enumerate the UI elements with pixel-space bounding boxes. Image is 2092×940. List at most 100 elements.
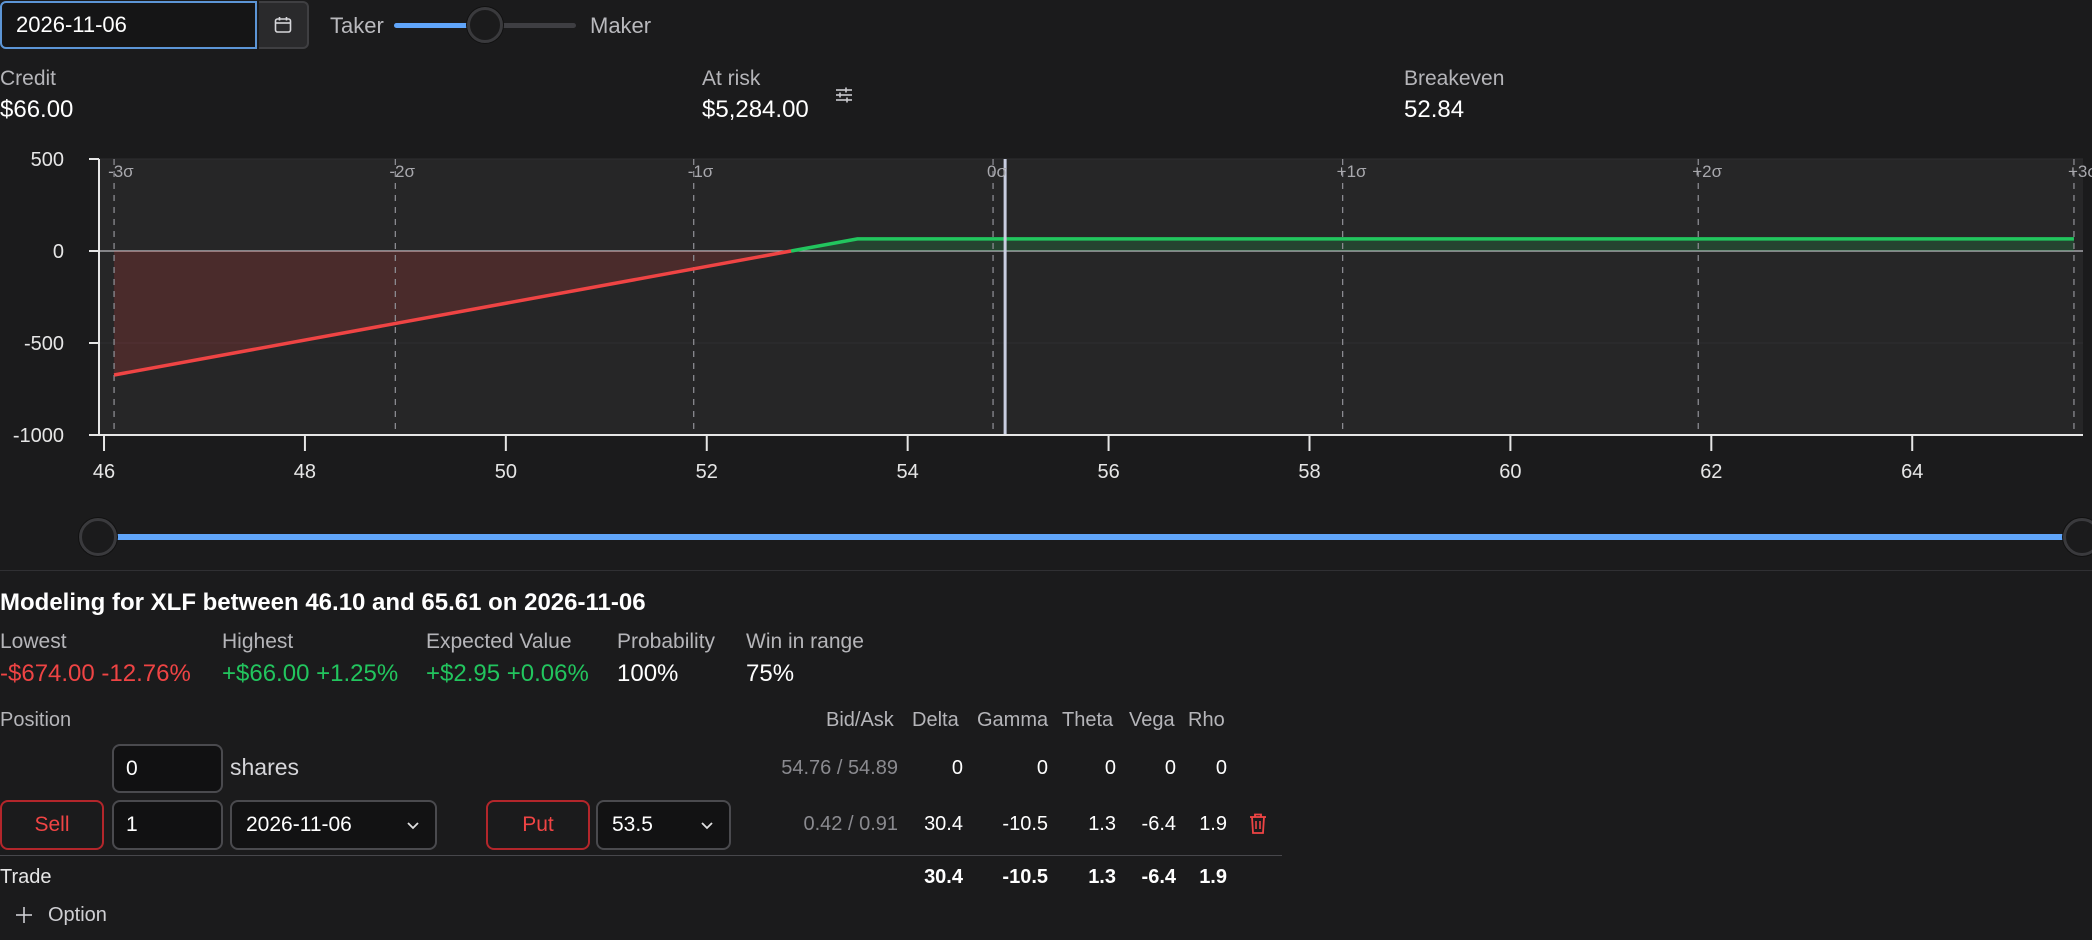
- lowest-label: Lowest: [0, 630, 67, 653]
- expected-value-label: Expected Value: [426, 630, 572, 653]
- expiration-date-input[interactable]: 2026-11-06: [0, 1, 257, 49]
- option-bid-ask: 0.42 / 0.91: [803, 813, 898, 835]
- expiry-dropdown[interactable]: 2026-11-06: [230, 800, 437, 850]
- rho-header: Rho: [1188, 709, 1225, 731]
- slider-handle[interactable]: [467, 7, 503, 43]
- sell-button[interactable]: Sell: [0, 800, 104, 850]
- put-call-button[interactable]: Put: [486, 800, 590, 850]
- price-range-slider[interactable]: [0, 508, 2092, 564]
- plus-icon: [16, 907, 32, 923]
- y-tick-label: -1000: [13, 425, 64, 447]
- shares-theta: 0: [1104, 757, 1116, 779]
- strike-value: 53.5: [612, 813, 653, 836]
- shares-delta: 0: [951, 757, 963, 779]
- y-tick-label: 0: [53, 241, 64, 263]
- sigma-label: -2σ: [389, 162, 415, 181]
- modeling-heading: Modeling for XLF between 46.10 and 65.61…: [0, 589, 646, 616]
- chevron-down-icon: [701, 822, 713, 830]
- loss-line: [113, 249, 792, 377]
- lowest-value: -$674.00 -12.76%: [0, 660, 191, 687]
- sigma-label: -3σ: [108, 162, 134, 181]
- trade-theta: 1.3: [1088, 866, 1116, 888]
- add-option-button[interactable]: Option: [14, 901, 107, 929]
- x-tick-label: 48: [294, 461, 316, 483]
- trade-delta: 30.4: [924, 866, 963, 888]
- vega-header: Vega: [1129, 709, 1175, 731]
- sigma-label: 0σ: [987, 162, 1007, 181]
- option-vega: -6.4: [1141, 813, 1176, 835]
- sigma-label: -1σ: [688, 162, 714, 181]
- breakeven-label: Breakeven: [1404, 67, 1505, 90]
- at-risk-label: At risk: [702, 67, 761, 90]
- win-in-range-value: 75%: [746, 660, 795, 687]
- bid-ask-header: Bid/Ask: [826, 709, 894, 731]
- trade-vega: -6.4: [1141, 866, 1176, 888]
- slider-fill: [394, 23, 485, 28]
- taker-maker-slider[interactable]: [394, 7, 576, 43]
- trash-icon: [1250, 813, 1266, 834]
- option-rho: 1.9: [1199, 813, 1227, 835]
- sliders-icon: [836, 87, 852, 103]
- gamma-header: Gamma: [977, 709, 1049, 731]
- shares-quantity-input[interactable]: 0: [112, 744, 223, 793]
- highest-label: Highest: [222, 630, 294, 653]
- delete-leg-button[interactable]: [1247, 812, 1269, 836]
- plot-area: [99, 159, 2083, 435]
- highest-value: +$66.00 +1.25%: [222, 660, 399, 687]
- x-tick-label: 52: [696, 461, 718, 483]
- option-delta: 30.4: [924, 813, 963, 835]
- table-divider: [0, 855, 1282, 856]
- shares-label: shares: [230, 754, 300, 780]
- delta-header: Delta: [912, 709, 959, 731]
- x-tick-label: 56: [1097, 461, 1119, 483]
- y-tick-label: -500: [24, 333, 64, 355]
- sigma-label: +2σ: [1692, 162, 1722, 181]
- trade-gamma: -10.5: [1002, 866, 1048, 888]
- calendar-button[interactable]: [259, 1, 309, 49]
- x-tick-label: 50: [495, 461, 517, 483]
- x-tick-label: 64: [1901, 461, 1923, 483]
- x-tick-label: 60: [1499, 461, 1521, 483]
- strike-dropdown[interactable]: 53.5: [596, 800, 731, 850]
- probability-label: Probability: [617, 630, 716, 653]
- option-quantity-input[interactable]: 1: [112, 800, 223, 850]
- theta-header: Theta: [1062, 709, 1114, 731]
- credit-label: Credit: [0, 67, 57, 90]
- x-tick-label: 62: [1700, 461, 1722, 483]
- sigma-label: +3σ: [2068, 162, 2092, 181]
- option-theta: 1.3: [1088, 813, 1116, 835]
- calendar-icon: [274, 17, 292, 33]
- trade-label: Trade: [0, 866, 52, 888]
- taker-label: Taker: [330, 13, 384, 38]
- section-divider: [0, 570, 2092, 571]
- x-tick-label: 58: [1298, 461, 1320, 483]
- win-in-range-label: Win in range: [746, 630, 864, 653]
- y-tick-label: 500: [31, 149, 64, 171]
- x-tick-label: 54: [897, 461, 919, 483]
- maker-label: Maker: [590, 13, 652, 38]
- trade-rho: 1.9: [1199, 866, 1227, 888]
- shares-rho: 0: [1215, 757, 1227, 779]
- expiry-value: 2026-11-06: [246, 813, 352, 836]
- sigma-label: +1σ: [1337, 162, 1367, 181]
- range-slider-track: [98, 534, 2080, 540]
- risk-settings-button[interactable]: [833, 84, 855, 106]
- profit-area: [791, 238, 2074, 251]
- shares-gamma: 0: [1036, 757, 1048, 779]
- credit-value: $66.00: [0, 96, 74, 123]
- x-tick-label: 46: [93, 461, 115, 483]
- add-option-label: Option: [48, 903, 107, 926]
- at-risk-value: $5,284.00: [702, 96, 809, 123]
- profit-line: [790, 237, 2074, 253]
- range-min-handle[interactable]: [79, 518, 117, 556]
- shares-bid-ask: 54.76 / 54.89: [781, 757, 898, 779]
- range-max-handle[interactable]: [2063, 518, 2092, 556]
- option-gamma: -10.5: [1002, 813, 1048, 835]
- position-header: Position: [0, 709, 72, 731]
- probability-value: 100%: [617, 660, 679, 687]
- expected-value-value: +$2.95 +0.06%: [426, 660, 589, 687]
- shares-vega: 0: [1164, 757, 1176, 779]
- payoff-chart[interactable]: 500 0 -500 -1000 -3σ -2σ -1σ 0σ +1σ +2σ +3σ 46 48 50 5…: [0, 140, 2092, 500]
- breakeven-value: 52.84: [1404, 96, 1465, 123]
- chevron-down-icon: [407, 822, 419, 830]
